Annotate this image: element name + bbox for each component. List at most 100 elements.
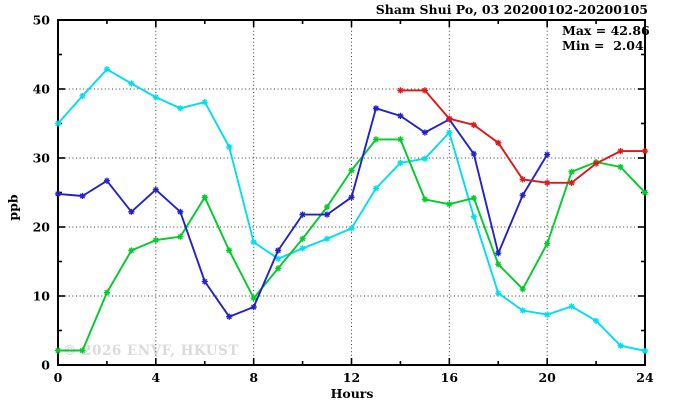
marker-day-3-blue-h6 — [201, 278, 208, 285]
marker-day-2-green-h21 — [568, 168, 575, 175]
marker-day-3-blue-h19 — [519, 192, 526, 199]
x-tick-label-0: 0 — [54, 370, 63, 385]
marker-day-1-cyan-h5 — [177, 105, 184, 112]
marker-day-1-cyan-h24 — [641, 347, 649, 355]
marker-day-2-green-h9 — [275, 265, 282, 272]
marker-day-4-red-h15 — [421, 87, 428, 94]
x-axis-label: Hours — [330, 386, 374, 401]
y-tick-label-0: 0 — [41, 358, 50, 373]
marker-day-2-green-h19 — [519, 286, 526, 293]
marker-day-2-green-h18 — [495, 261, 502, 268]
marker-day-1-cyan-h15 — [421, 155, 428, 162]
series-day-1-cyan — [54, 66, 649, 355]
marker-day-3-blue-h8 — [250, 303, 257, 311]
marker-day-1-cyan-h3 — [128, 80, 135, 87]
marker-day-1-cyan-h22 — [592, 317, 600, 324]
x-tick-label-12: 12 — [343, 370, 360, 385]
marker-day-2-green-h23 — [617, 163, 624, 171]
x-tick-label-20: 20 — [538, 370, 556, 385]
marker-day-3-blue-h5 — [177, 208, 184, 215]
marker-day-1-cyan-h1 — [79, 92, 86, 99]
y-tick-label-20: 20 — [33, 220, 51, 235]
max-min-annotation: Max = 42.86 Min = 2.04 — [562, 23, 650, 53]
marker-day-4-red-h14 — [397, 87, 404, 94]
marker-day-1-cyan-h12 — [348, 225, 355, 232]
marker-day-2-green-h15 — [421, 196, 428, 203]
marker-day-1-cyan-h20 — [544, 311, 551, 318]
marker-day-1-cyan-h7 — [226, 143, 233, 151]
marker-day-1-cyan-h9 — [275, 255, 282, 262]
plot-border — [57, 19, 646, 366]
marker-day-2-green-h10 — [299, 235, 306, 242]
marker-day-4-red-h22 — [592, 160, 600, 167]
marker-day-2-green-h5 — [177, 233, 184, 240]
marker-day-2-green-h7 — [226, 247, 233, 254]
marker-day-2-green-h20 — [544, 240, 551, 247]
max-value-label: Max = 42.86 — [562, 23, 650, 38]
marker-day-1-cyan-h4 — [152, 94, 159, 101]
marker-day-3-blue-h0 — [54, 190, 62, 197]
marker-day-4-red-h16 — [446, 115, 453, 122]
marker-day-1-cyan-h17 — [470, 213, 477, 220]
marker-day-3-blue-h13 — [372, 105, 380, 112]
marker-day-2-green-h2 — [103, 289, 111, 296]
marker-day-2-green-h6 — [201, 194, 208, 201]
marker-day-3-blue-h3 — [128, 208, 135, 215]
marker-day-3-blue-h4 — [152, 186, 159, 193]
marker-day-3-blue-h2 — [103, 177, 111, 184]
marker-day-2-green-h8 — [250, 294, 257, 302]
marker-day-1-cyan-h8 — [250, 239, 257, 246]
series-day-3-blue — [54, 105, 551, 320]
x-tick-label-16: 16 — [441, 370, 459, 385]
y-tick-label-40: 40 — [33, 82, 51, 97]
marker-day-3-blue-h11 — [323, 211, 331, 218]
x-tick-label-24: 24 — [636, 370, 654, 385]
marker-day-1-cyan-h11 — [323, 235, 331, 242]
chart-title: Sham Shui Po, 03 20200102-20200105 — [375, 2, 648, 17]
marker-day-2-green-h11 — [323, 203, 331, 211]
marker-day-4-red-h24 — [641, 148, 649, 155]
marker-day-3-blue-h9 — [275, 247, 282, 254]
marker-day-3-blue-h12 — [348, 194, 355, 201]
marker-day-2-green-h24 — [641, 189, 649, 196]
marker-day-3-blue-h1 — [79, 192, 86, 200]
marker-day-1-cyan-h6 — [201, 99, 208, 106]
watermark-text: © 2026 ENVF, HKUST — [63, 343, 239, 359]
marker-day-1-cyan-h23 — [617, 342, 624, 349]
marker-day-3-blue-h18 — [495, 250, 502, 257]
x-tick-label-4: 4 — [151, 370, 160, 385]
marker-day-2-green-h3 — [128, 247, 135, 254]
marker-day-4-red-h18 — [495, 139, 502, 146]
series-line-day-4-red — [400, 89, 645, 184]
marker-day-4-red-h17 — [470, 121, 477, 128]
series-day-4-red — [397, 87, 649, 186]
marker-day-1-cyan-h2 — [103, 66, 111, 73]
marker-day-1-cyan-h14 — [397, 159, 404, 166]
marker-day-2-green-h17 — [470, 194, 477, 202]
marker-day-4-red-h20 — [544, 179, 551, 186]
marker-day-2-green-h0 — [54, 347, 62, 354]
marker-day-1-cyan-h21 — [568, 303, 575, 310]
marker-day-1-cyan-h10 — [299, 245, 306, 252]
marker-day-1-cyan-h18 — [495, 290, 502, 297]
marker-day-3-blue-h14 — [397, 112, 404, 120]
marker-day-1-cyan-h16 — [446, 129, 453, 136]
min-value-label: Min = 2.04 — [562, 38, 644, 53]
y-tick-label-30: 30 — [33, 151, 51, 166]
marker-day-2-green-h14 — [397, 136, 404, 143]
marker-day-1-cyan-h0 — [54, 120, 62, 127]
series-day-2-green — [54, 136, 649, 354]
marker-day-2-green-h12 — [348, 167, 355, 174]
marker-day-3-blue-h10 — [299, 211, 306, 218]
marker-day-2-green-h16 — [446, 201, 453, 208]
marker-day-4-red-h21 — [568, 179, 575, 186]
y-tick-label-50: 50 — [33, 13, 51, 28]
x-tick-label-8: 8 — [249, 370, 258, 385]
marker-day-3-blue-h7 — [226, 313, 233, 320]
marker-day-2-green-h1 — [79, 347, 86, 354]
y-tick-label-10: 10 — [33, 289, 51, 304]
marker-day-4-red-h23 — [617, 148, 624, 155]
marker-day-4-red-h19 — [519, 176, 526, 183]
